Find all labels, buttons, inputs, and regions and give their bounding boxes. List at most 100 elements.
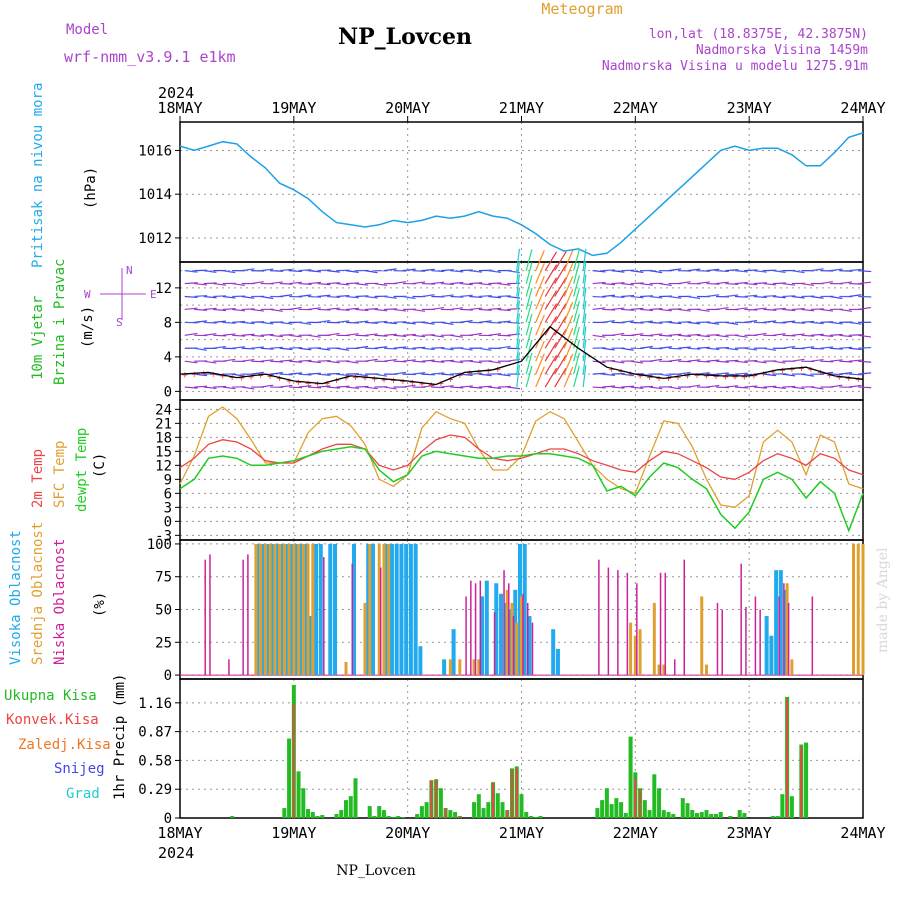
model-altitude-text: Nadmorska Visina u modelu 1275.91m [602, 59, 868, 74]
cloud-mid-bar [520, 596, 523, 676]
wind-arrow [374, 334, 388, 337]
wind-arrow [402, 359, 416, 362]
cloud-mid-bar [301, 543, 305, 676]
wind-arrow [563, 327, 574, 349]
wind-gust-mark: + [343, 373, 349, 384]
wind-arrow [649, 333, 663, 336]
wind-gust-mark: + [371, 374, 377, 385]
wind-arrow [573, 365, 580, 388]
wind-arrow [525, 300, 533, 323]
wind-arrow [260, 384, 274, 388]
wind-arrow [336, 294, 350, 298]
wind-arrow [469, 282, 483, 285]
wind-arrow [260, 359, 274, 362]
precip-total-bar [296, 771, 301, 818]
wind-arrow [469, 386, 483, 389]
wind-arrow [621, 373, 634, 377]
wind-arrow [630, 307, 644, 311]
cloud-mid-bar [856, 543, 860, 676]
wind-arrow [345, 307, 359, 311]
precip-total-bar [533, 817, 538, 818]
wind-gust-mark: + [637, 371, 643, 382]
wind-arrow [326, 332, 340, 336]
wind-arrow [213, 282, 226, 286]
bottom-year: 2024 [158, 844, 194, 862]
precip-total-bar [381, 810, 386, 818]
wind-arrow [260, 321, 274, 325]
wind-arrow [516, 313, 521, 336]
wind-gust-mark: + [258, 371, 264, 382]
wind-gust-mark: + [760, 369, 766, 380]
cloud-low-bar [674, 659, 676, 676]
top-date-label: 23MAY [727, 99, 772, 117]
wind-arrow [336, 347, 350, 351]
wind-arrow [459, 373, 473, 376]
wind-arrow [858, 360, 872, 363]
wind-arrow [602, 320, 615, 323]
cloud-high-bar [764, 616, 769, 676]
precip-total-bar [344, 800, 349, 818]
wind-arrow [573, 300, 580, 323]
precip-conv-bar [435, 779, 438, 818]
wind-arrow [222, 386, 236, 390]
wind-arrow [194, 308, 208, 311]
y-tick-label: 1012 [138, 231, 172, 247]
wind-gust-mark: + [675, 372, 681, 383]
footer-title: NP_Lovcen [336, 863, 415, 879]
wind-arrow [203, 270, 217, 273]
wind-arrow [772, 307, 786, 311]
wind-gust-mark: + [798, 364, 804, 375]
wind-arrow [839, 334, 853, 338]
wind-gust-mark: + [457, 370, 463, 381]
cloud-ylabel-4: (%) [92, 592, 108, 617]
precip-total-bar [704, 810, 709, 818]
wind-arrow [725, 294, 739, 298]
wind-arrow [364, 295, 378, 299]
wind-arrow [194, 373, 208, 377]
wind-gust-mark: + [647, 372, 653, 383]
wind-gust-mark: + [352, 372, 358, 383]
wind-arrow [535, 353, 545, 375]
wind-arrow [270, 372, 283, 375]
wind-arrow [241, 268, 255, 272]
wind-arrow [184, 282, 198, 285]
wind-arrow [326, 307, 340, 311]
wind-arrow [639, 373, 653, 377]
precip-total-bar [334, 814, 339, 818]
wind-arrow [307, 360, 321, 364]
precip-total-bar [728, 816, 733, 818]
precip-total-bar [609, 804, 614, 818]
wind-arrow [203, 386, 217, 390]
wind-arrow [308, 386, 322, 389]
precip-total-bar [666, 812, 671, 818]
wind-arrow [326, 282, 341, 285]
wind-arrow [829, 359, 843, 362]
compass-w: W [84, 288, 91, 301]
wind-arrow [763, 294, 777, 298]
y-tick-label: 0.29 [138, 782, 172, 798]
wind-arrow [668, 308, 682, 311]
wind-gust-mark: + [191, 369, 197, 380]
wind-arrow [402, 333, 416, 336]
wind-arrow [715, 346, 729, 349]
y-tick-label: 21 [155, 416, 172, 432]
wind-arrow [839, 372, 853, 375]
wind-arrow [535, 276, 545, 297]
wind-arrow [326, 295, 340, 299]
wind-arrow [687, 321, 701, 325]
precip-label-conv: Konvek.Kisa [6, 712, 99, 728]
cloud-low-bar [379, 567, 382, 676]
precip-total-bar [391, 817, 396, 818]
precip-total-bar [367, 806, 372, 818]
wind-arrow [677, 308, 691, 312]
wind-gust-mark: + [419, 379, 425, 390]
wind-arrow [810, 268, 824, 272]
wind-arrow [364, 321, 378, 324]
wind-gust-mark: + [428, 380, 434, 391]
wind-arrow [355, 385, 369, 388]
bottom-date-label: 23MAY [727, 824, 772, 842]
wind-arrow [383, 308, 397, 311]
wind-arrow [222, 270, 236, 274]
cloud-high-bar [484, 580, 489, 676]
